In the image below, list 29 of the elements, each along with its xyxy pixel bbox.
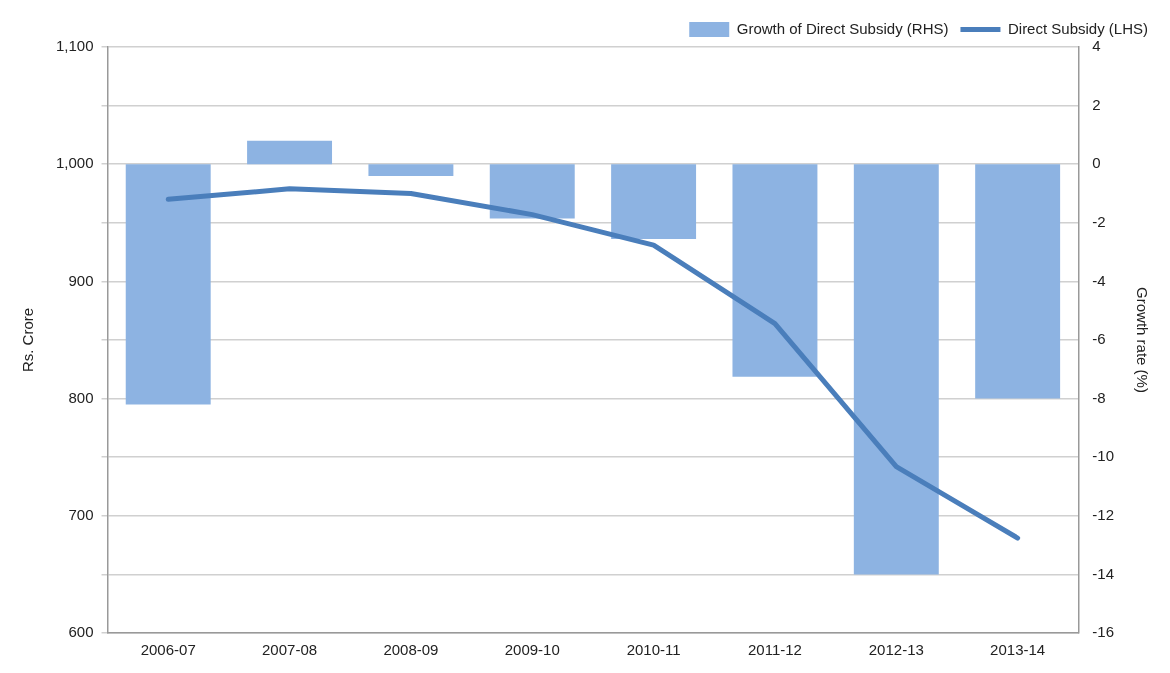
y2-tick-label: 2 [1092,95,1101,113]
y2-tick-label: -14 [1092,564,1115,582]
y2-tick-label: -8 [1092,388,1106,406]
y-tick-label: 700 [68,505,94,523]
x-tick-label: 2006-07 [140,641,196,659]
y-tick-label: 1,100 [55,37,94,55]
x-tick-label: 2009-10 [504,641,560,659]
y-tick-label: 1,000 [55,154,94,172]
y2-tick-label: -6 [1092,330,1106,348]
y2-tick-label: -10 [1092,447,1115,465]
x-tick-label: 2008-09 [383,641,439,659]
y-tick-label: 600 [68,623,94,641]
y-axis-title: Rs. Crore [19,307,37,373]
y2-axis-title: Growth rate (%) [1133,287,1151,393]
y-tick-label: 800 [68,388,94,406]
y2-tick-label: -4 [1092,271,1106,289]
y2-tick-label: 0 [1092,154,1101,172]
y-tick-label: 900 [68,271,94,289]
x-tick-label: 2013-14 [990,641,1046,659]
y2-tick-label: -16 [1092,623,1115,641]
y2-tick-label: -12 [1092,505,1115,523]
x-tick-label: 2011-12 [747,641,802,659]
x-tick-label: 2007-08 [262,641,318,659]
x-tick-label: 2012-13 [868,641,924,659]
legend-label: Growth of Direct Subsidy (RHS) [736,19,949,37]
y2-tick-label: -2 [1092,212,1106,230]
legend-label: Direct Subsidy (LHS) [1007,19,1149,37]
y2-tick-label: 4 [1092,37,1101,55]
x-tick-label: 2010-11 [626,641,681,659]
